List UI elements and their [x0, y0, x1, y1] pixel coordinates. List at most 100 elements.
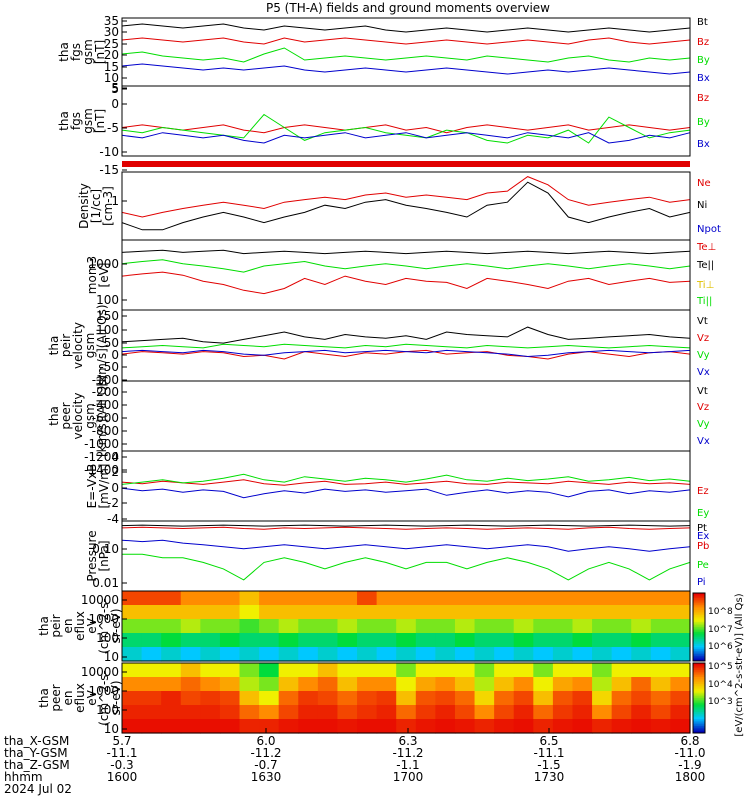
- y-axis-label: peir: [49, 614, 63, 637]
- date-label: 2024 Jul 02: [4, 782, 72, 796]
- heatmap-cell: [357, 663, 378, 678]
- heatmap-cell: [376, 619, 397, 634]
- y-tick-label: 0: [111, 97, 119, 111]
- heatmap-cell: [552, 677, 574, 692]
- y-tick-label: 0: [111, 481, 119, 495]
- y-tick-label: 1000: [88, 684, 119, 698]
- heatmap-cell: [670, 691, 691, 706]
- y-tick-label: 5: [111, 81, 119, 95]
- ephemeris-value: 6.8: [680, 734, 699, 748]
- y-axis-label: velocity: [71, 322, 85, 369]
- colorbar-tick-label: 10^8: [708, 607, 733, 617]
- heatmap-cell: [122, 677, 143, 692]
- heatmap-cell: [592, 705, 613, 720]
- heatmap-cell: [572, 691, 593, 706]
- heatmap-cell: [376, 633, 397, 648]
- heatmap-cell: [533, 605, 554, 620]
- heatmap-cell: [435, 605, 456, 620]
- heatmap-cell: [298, 605, 319, 620]
- y-axis-label: [eV]: [97, 263, 111, 288]
- heatmap-cell: [631, 677, 652, 692]
- heatmap-cell: [396, 719, 417, 734]
- heatmap-cell: [474, 591, 495, 606]
- heatmap-cell: [278, 691, 299, 706]
- heatmap-cell: [239, 647, 260, 662]
- heatmap-cell: [650, 619, 672, 634]
- ephemeris-value: 6.3: [398, 734, 417, 748]
- series-pressure-Pb: [121, 526, 691, 530]
- y-tick-label: -1000: [84, 437, 119, 451]
- legend-Vx: Vx: [697, 436, 710, 447]
- colorbar-cell: [693, 692, 705, 695]
- ephemeris-value: -0.3: [110, 758, 133, 772]
- heatmap-cell: [611, 619, 632, 634]
- heatmap-cell: [219, 647, 241, 662]
- y-axis-label: (cm^2-s-: [97, 598, 111, 654]
- heatmap-cell: [474, 705, 495, 720]
- heatmap-cell: [180, 719, 201, 734]
- y-tick-label: 25: [104, 37, 119, 51]
- heatmap-cell: [161, 677, 182, 692]
- heatmap-cell: [572, 619, 593, 634]
- heatmap-cell: [219, 591, 241, 606]
- series-bfield2-Bx: [121, 132, 691, 144]
- colorbar-cell: [693, 640, 705, 643]
- y-axis-label: gsm: [83, 403, 97, 429]
- panel-efield: 42 0-2 -4 E=-VxB[mV/m] Ez Ey Ex: [85, 450, 709, 542]
- heatmap-cell: [317, 677, 339, 692]
- ephemeris-value: -11.0: [674, 746, 705, 760]
- colorbar-cell: [693, 593, 705, 596]
- heatmap-cell: [376, 719, 397, 734]
- heatmap-cell: [650, 591, 672, 606]
- heatmap-cell: [141, 663, 162, 678]
- heatmap-cell: [180, 647, 201, 662]
- ephemeris-value: -1.5: [537, 758, 560, 772]
- colorbar-cell: [693, 720, 705, 723]
- heatmap-cell: [513, 591, 534, 606]
- heatmap-cell: [337, 633, 358, 648]
- heatmap-cell: [454, 633, 476, 648]
- heatmap-cell: [611, 605, 632, 620]
- heatmap-cell: [298, 619, 319, 634]
- panel-density: 1 Density[1/cc][cm-3] Ne Ni Npot: [77, 171, 721, 241]
- colorbar-cell: [693, 621, 705, 625]
- colorbar-cell: [693, 610, 705, 613]
- colorbar-tick-label: 10^7: [708, 625, 733, 635]
- heatmap-cell: [317, 691, 339, 706]
- y-tick-label: 1000: [88, 612, 119, 626]
- heatmap-cell: [533, 633, 554, 648]
- y-axis-label: [nPa]: [97, 540, 111, 571]
- legend-Vz: Vz: [697, 333, 709, 344]
- y-tick-label: 100: [96, 703, 119, 717]
- heatmap-cell: [552, 591, 574, 606]
- heatmap-cell: [337, 691, 358, 706]
- y-axis-label: Pressure: [85, 530, 99, 581]
- heatmap-cell: [180, 619, 201, 634]
- heatmap-cell: [396, 647, 417, 662]
- colorbar-cell: [693, 715, 705, 718]
- y-tick-label: 2: [111, 465, 119, 479]
- heatmap-cell: [572, 647, 593, 662]
- heatmap-cell: [454, 591, 476, 606]
- colorbar-cell: [693, 699, 705, 702]
- heatmap-cell: [533, 691, 554, 706]
- heatmap-cell: [141, 691, 162, 706]
- heatmap-cell: [122, 647, 143, 662]
- colorbar-cell: [693, 722, 705, 725]
- heatmap-cell: [259, 691, 280, 706]
- heatmap-cell: [670, 677, 691, 692]
- colorbar-cell: [693, 666, 705, 669]
- colorbar-cell: [693, 644, 705, 647]
- heatmap-cell: [357, 605, 378, 620]
- heatmap-cell: [337, 677, 358, 692]
- heatmap-cell: [533, 647, 554, 662]
- heatmap-cell: [239, 705, 260, 720]
- heatmap-cell: [219, 619, 241, 634]
- heatmap-cell: [572, 633, 593, 648]
- heatmap-cell: [611, 705, 632, 720]
- heatmap-cell: [376, 663, 397, 678]
- heatmap-cell: [494, 619, 515, 634]
- heatmap-cell: [180, 633, 201, 648]
